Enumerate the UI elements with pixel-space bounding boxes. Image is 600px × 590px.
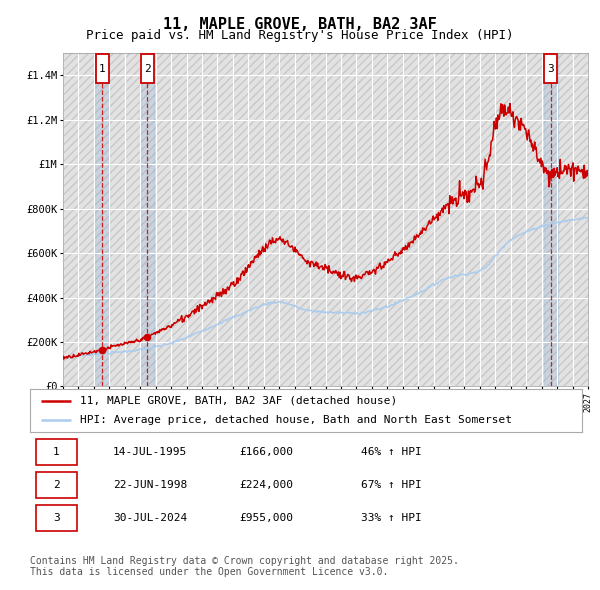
- Text: £166,000: £166,000: [240, 447, 294, 457]
- Text: 1: 1: [99, 64, 106, 74]
- Text: 30-JUL-2024: 30-JUL-2024: [113, 513, 187, 523]
- FancyBboxPatch shape: [35, 506, 77, 531]
- Bar: [95, 53, 109, 386]
- Text: Contains HM Land Registry data © Crown copyright and database right 2025.
This d: Contains HM Land Registry data © Crown c…: [30, 556, 459, 578]
- Text: 33% ↑ HPI: 33% ↑ HPI: [361, 513, 422, 523]
- Text: 3: 3: [53, 513, 59, 523]
- Text: HPI: Average price, detached house, Bath and North East Somerset: HPI: Average price, detached house, Bath…: [80, 415, 512, 425]
- FancyBboxPatch shape: [96, 54, 109, 83]
- Text: 11, MAPLE GROVE, BATH, BA2 3AF (detached house): 11, MAPLE GROVE, BATH, BA2 3AF (detached…: [80, 396, 397, 406]
- FancyBboxPatch shape: [544, 54, 557, 83]
- Text: 14-JUL-1995: 14-JUL-1995: [113, 447, 187, 457]
- Bar: [544, 53, 557, 386]
- Text: 1: 1: [53, 447, 59, 457]
- FancyBboxPatch shape: [35, 473, 77, 498]
- Bar: [140, 53, 154, 386]
- Text: 22-JUN-1998: 22-JUN-1998: [113, 480, 187, 490]
- FancyBboxPatch shape: [141, 54, 154, 83]
- Text: Price paid vs. HM Land Registry's House Price Index (HPI): Price paid vs. HM Land Registry's House …: [86, 30, 514, 42]
- Text: 2: 2: [53, 480, 59, 490]
- Text: 3: 3: [547, 64, 554, 74]
- Text: 11, MAPLE GROVE, BATH, BA2 3AF: 11, MAPLE GROVE, BATH, BA2 3AF: [163, 17, 437, 31]
- Text: 67% ↑ HPI: 67% ↑ HPI: [361, 480, 422, 490]
- Text: £224,000: £224,000: [240, 480, 294, 490]
- Text: £955,000: £955,000: [240, 513, 294, 523]
- Text: 2: 2: [144, 64, 151, 74]
- FancyBboxPatch shape: [35, 440, 77, 465]
- Text: 46% ↑ HPI: 46% ↑ HPI: [361, 447, 422, 457]
